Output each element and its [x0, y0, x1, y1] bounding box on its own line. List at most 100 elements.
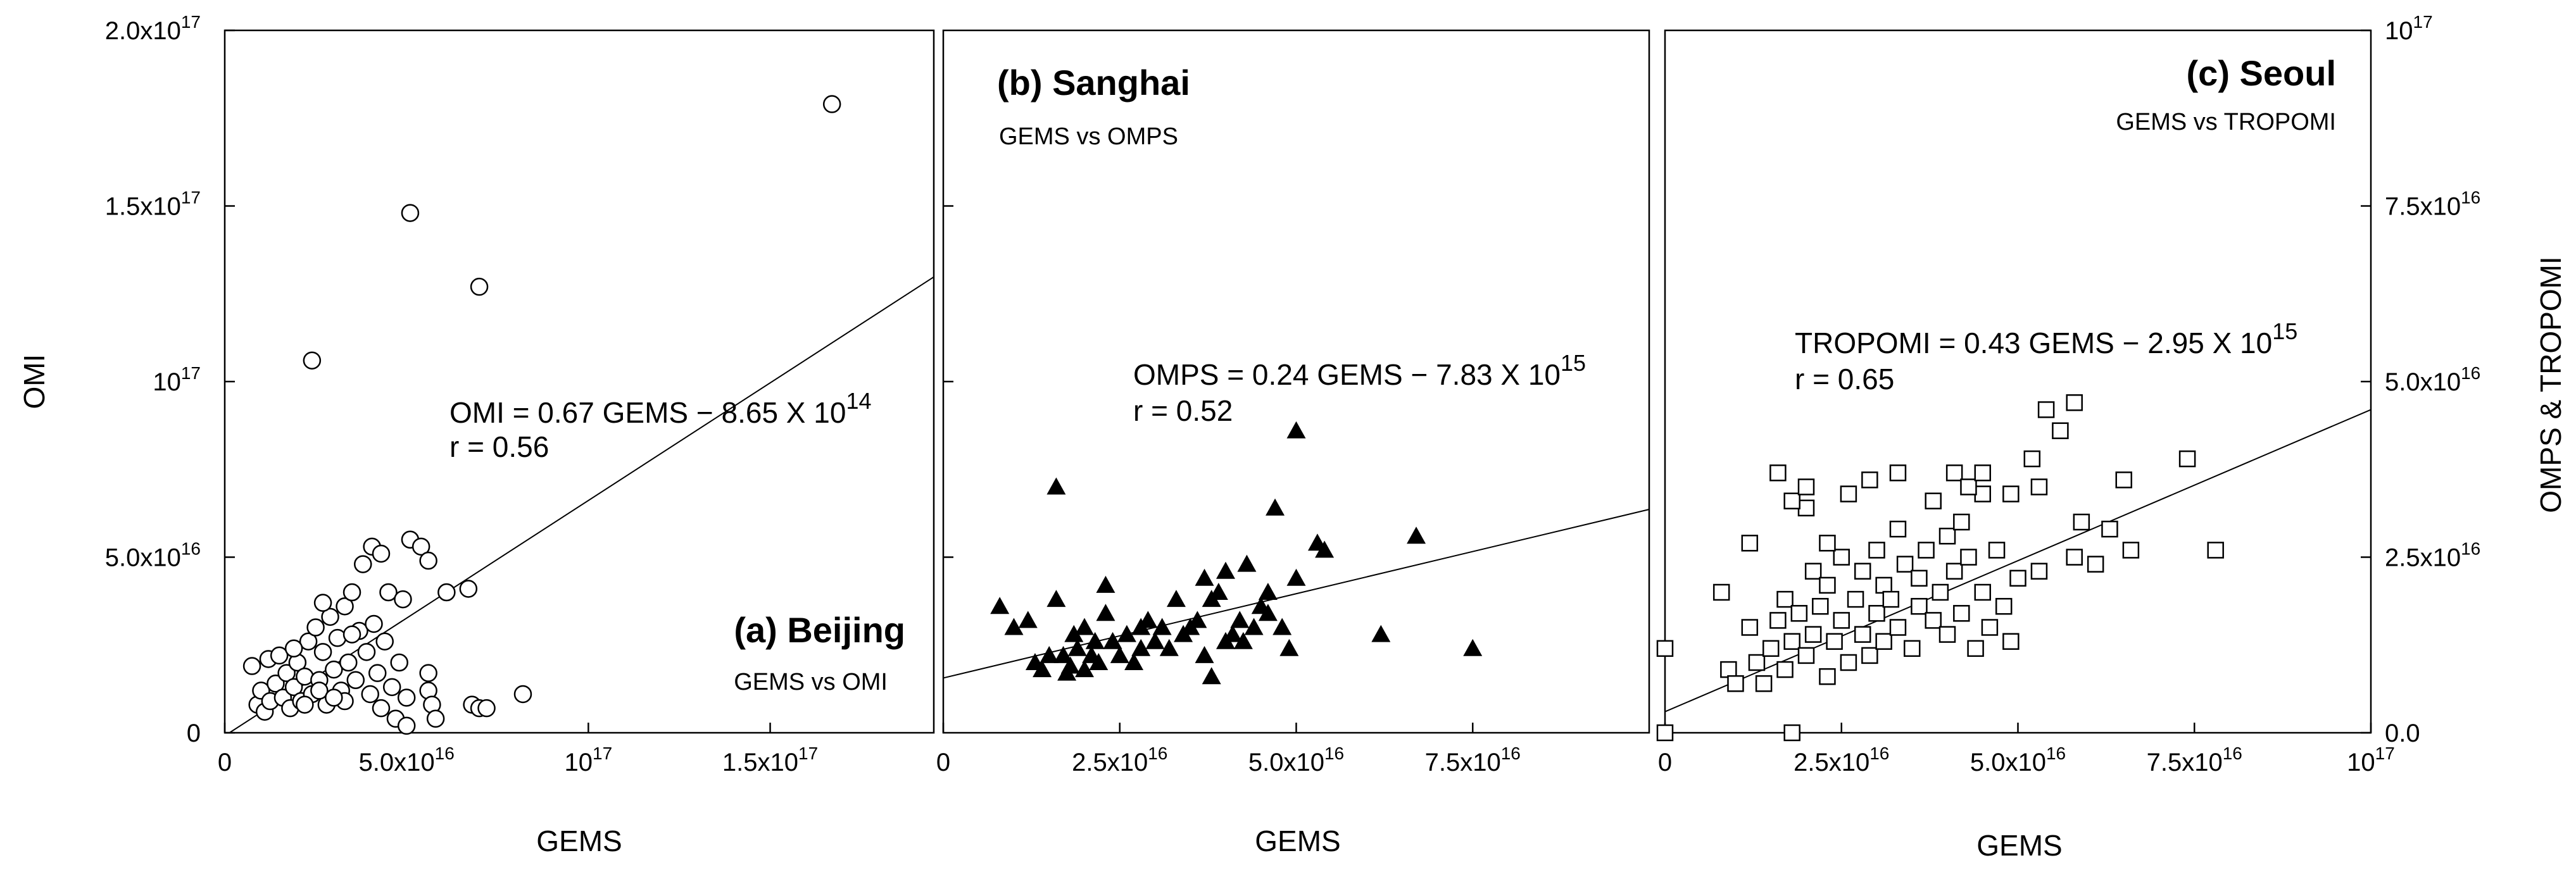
x-tick-label-base: 10: [2347, 749, 2375, 776]
equation-beijing: OMI = 0.67 GEMS − 8.65 X 1014: [449, 388, 871, 429]
data-point: [1755, 675, 1773, 692]
y-tick-label-base: 1.5x10: [105, 193, 181, 221]
data-point: [470, 277, 489, 296]
data-point: [390, 653, 408, 672]
data-point: [328, 628, 347, 647]
data-point: [1117, 625, 1136, 642]
data-point: [1720, 661, 1737, 678]
x-tick-label-exp: 16: [1148, 744, 1167, 763]
data-point: [1195, 645, 1214, 663]
x-tick-label-exp: 16: [1324, 744, 1344, 763]
x-tick-label: 0: [218, 749, 232, 776]
data-point: [1138, 611, 1158, 628]
data-point: [2178, 450, 2196, 468]
y-tick-label-exp: 17: [181, 188, 201, 208]
data-point: [372, 699, 391, 718]
x-tick-label-base: 5.0x10: [1248, 749, 1324, 776]
equation-text-shanghai: OMPS = 0.24 GEMS − 7.83 X 10: [1133, 358, 1561, 391]
y-right-tick-label: 0.0: [2385, 719, 2420, 747]
data-point: [1040, 645, 1059, 663]
y-right-tick-label: 1017: [2385, 12, 2433, 45]
data-point: [1945, 563, 1963, 580]
regression-line: [1664, 409, 2372, 713]
data-point: [1953, 605, 1970, 622]
data-point: [1974, 464, 1991, 482]
data-point: [365, 614, 383, 633]
data-point: [339, 653, 358, 672]
data-point: [1840, 485, 1857, 502]
x-tick-label-base: 0: [1658, 749, 1672, 776]
data-point: [1188, 611, 1207, 628]
data-point: [2066, 549, 2083, 566]
x-tick-label: 5.0x1016: [359, 744, 455, 776]
data-point: [1748, 654, 1766, 671]
data-point: [1797, 647, 1815, 664]
data-point: [1911, 570, 1928, 587]
data-point: [426, 709, 445, 728]
data-point: [2002, 633, 2020, 650]
data-point: [1712, 583, 1730, 601]
x-tick-label: 1017: [2347, 744, 2395, 776]
x-axis-label-seoul: GEMS: [1976, 829, 2062, 862]
data-point: [1089, 653, 1109, 670]
data-point: [1889, 619, 1907, 636]
data-point: [1925, 492, 1942, 509]
data-point: [1266, 498, 1285, 516]
data-point: [1067, 638, 1087, 656]
data-point: [1783, 492, 1800, 509]
x-tick-label-base: 1.5x10: [722, 749, 798, 776]
data-point: [310, 682, 329, 700]
x-tick-label-exp: 16: [2046, 744, 2066, 763]
data-point: [1868, 605, 1885, 622]
y-tick-label-base: 5.0x10: [105, 544, 181, 572]
x-tick-label: 5.0x1016: [1970, 744, 2066, 776]
y-axis-label-beijing: OMI: [18, 354, 51, 409]
y-right-tick-label-base: 2.5x10: [2385, 544, 2461, 572]
data-point: [2115, 471, 2132, 489]
data-point: [270, 646, 289, 665]
x-tick-label: 2.5x1016: [1794, 744, 1889, 776]
data-point: [1166, 590, 1186, 607]
y-right-tick-label-exp: 16: [2461, 539, 2480, 559]
data-point: [1889, 520, 1907, 538]
data-point: [284, 678, 303, 697]
x-tick-label: 5.0x1016: [1248, 744, 1344, 776]
data-point: [1812, 597, 1829, 615]
data-point: [513, 685, 532, 704]
regression-line-seoul: [1664, 409, 2372, 713]
data-point: [1110, 645, 1129, 663]
data-point: [1804, 626, 1822, 643]
data-point: [1833, 549, 1850, 566]
data-point: [1656, 724, 1674, 742]
panel-beijing: 0 5.0x1016 1017 1.5x101705.0x101610171.5x10…: [18, 12, 935, 857]
data-point: [1868, 542, 1885, 559]
x-tick-label-exp: 16: [1501, 744, 1521, 763]
data-point: [1988, 542, 2006, 559]
y-tick-label: 5.0x1016: [105, 539, 201, 572]
x-tick-label-exp: 16: [435, 744, 455, 763]
data-point: [1209, 583, 1228, 600]
data-point: [1004, 618, 1024, 635]
data-point: [357, 643, 376, 661]
regression-line: [943, 509, 1650, 679]
data-point: [397, 716, 416, 735]
data-point: [459, 580, 478, 598]
data-point: [1790, 605, 1808, 622]
data-point: [1230, 611, 1250, 628]
data-point: [1932, 583, 1949, 601]
data-point: [342, 583, 361, 602]
data-point: [346, 671, 365, 689]
data-point: [354, 555, 372, 573]
data-point: [1064, 625, 1084, 642]
data-point: [382, 678, 401, 697]
y-right-tick-label-exp: 17: [2413, 12, 2433, 32]
data-points-seoul: [1656, 394, 2224, 742]
y-right-tick-label: 2.5x1016: [2385, 539, 2480, 572]
data-point: [419, 551, 437, 570]
data-point: [1244, 618, 1264, 635]
x-tick-label-base: 7.5x10: [1425, 749, 1501, 776]
data-point: [1875, 576, 1892, 594]
data-points-beijing: [242, 95, 841, 735]
data-point: [1656, 640, 1674, 657]
data-point: [1945, 464, 1963, 482]
